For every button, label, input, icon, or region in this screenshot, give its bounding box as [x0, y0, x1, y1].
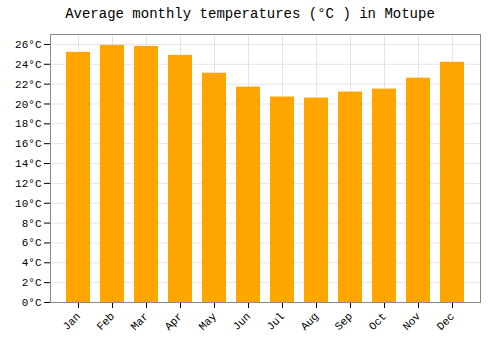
svg-text:26°C: 26°C	[15, 39, 42, 51]
html-text:Average monthly temperatures (: Average monthly temperatures (°C ) in Mo…	[65, 6, 435, 22]
svg-text:Sep: Sep	[333, 310, 355, 332]
svg-text:Feb: Feb	[95, 310, 117, 332]
svg-text:Aug: Aug	[299, 310, 321, 332]
svg-text:2°C: 2°C	[22, 277, 42, 289]
svg-text:16°C: 16°C	[15, 138, 42, 150]
svg-text:20°C: 20°C	[15, 99, 42, 111]
svg-text:10°C: 10°C	[15, 198, 42, 210]
svg-text:14°C: 14°C	[15, 158, 42, 170]
svg-text:4°C: 4°C	[22, 257, 42, 269]
svg-text:Apr: Apr	[163, 310, 185, 332]
svg-text:Nov: Nov	[401, 310, 424, 333]
svg-text:0°C: 0°C	[22, 297, 42, 309]
svg-text:18°C: 18°C	[15, 118, 42, 130]
svg-text:12°C: 12°C	[15, 178, 42, 190]
svg-text:8°C: 8°C	[22, 218, 42, 230]
svg-text:Oct: Oct	[367, 310, 389, 332]
svg-text:22°C: 22°C	[15, 79, 42, 91]
svg-text:Dec: Dec	[435, 310, 457, 332]
svg-text:May: May	[197, 310, 220, 333]
svg-text:Jun: Jun	[231, 310, 253, 332]
svg-text:Mar: Mar	[129, 310, 151, 332]
svg-text:Jul: Jul	[265, 310, 287, 332]
svg-text:Jan: Jan	[61, 310, 83, 332]
svg-text:24°C: 24°C	[15, 59, 42, 71]
svg-text:6°C: 6°C	[22, 237, 42, 249]
